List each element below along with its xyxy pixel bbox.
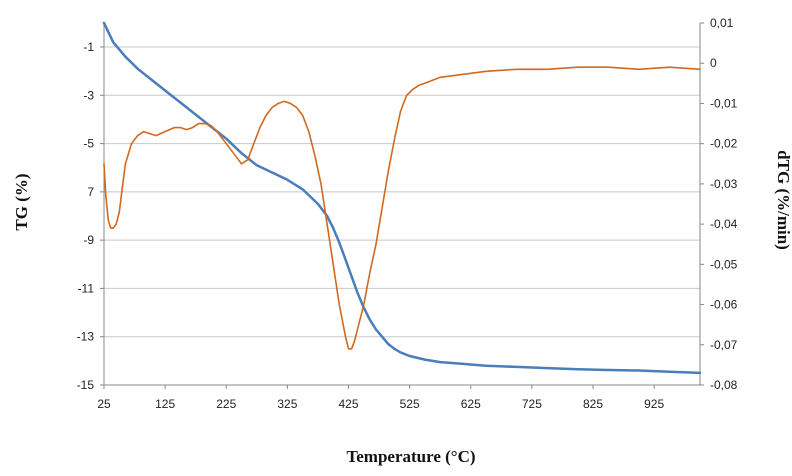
y-left-tick-label-0: -1: [83, 40, 94, 54]
y-left-tick-label-7: -15: [77, 378, 95, 392]
x-tick-label-1: 125: [155, 397, 175, 411]
y-left-axis-title: TG (%): [12, 173, 31, 230]
y-right-tick-label-7: -0,06: [710, 298, 738, 312]
x-tick-label-9: 925: [644, 397, 664, 411]
x-tick-label-5: 525: [400, 397, 420, 411]
y-right-tick-label-6: -0,05: [710, 257, 738, 271]
x-tick-label-4: 425: [338, 397, 358, 411]
y-left-tick-label-5: -11: [78, 281, 95, 295]
x-tick-label-8: 825: [583, 397, 603, 411]
dtg-series-line: [103, 66, 701, 350]
tick-labels: 25 125 225 325 425 525 625 725 825 925 -1 -3 -5 7 -9 -1…: [77, 16, 738, 411]
y-right-tick-label-0: 0,01: [710, 16, 734, 30]
y-right-tick-label-1: 0: [710, 56, 717, 70]
x-tick-label-0: 25: [97, 397, 111, 411]
x-tick-label-6: 625: [461, 397, 481, 411]
data-series: [102, 21, 702, 375]
y-right-axis-title: dTG (%/min): [774, 150, 792, 250]
y-right-tick-label-3: -0,02: [710, 137, 738, 151]
x-tick-label-2: 225: [216, 397, 236, 411]
y-right-tick-label-8: -0,07: [710, 338, 738, 352]
x-tick-label-3: 325: [277, 397, 297, 411]
x-tick-label-7: 725: [522, 397, 542, 411]
y-left-tick-label-2: -5: [83, 137, 94, 151]
y-right-tick-label-2: -0,01: [710, 96, 738, 110]
tg-series-line: [102, 21, 702, 375]
y-left-tick-label-1: -3: [83, 88, 94, 102]
y-right-tick-label-5: -0,04: [710, 217, 738, 231]
grid-lines: [104, 46, 700, 386]
axes: [100, 22, 704, 389]
x-axis-title: Temperature (°C): [346, 447, 475, 466]
y-left-tick-label-6: -13: [77, 330, 95, 344]
y-left-tick-label-4: -9: [83, 233, 94, 247]
y-left-tick-label-3: 7: [87, 185, 94, 199]
y-right-tick-label-9: -0,08: [710, 378, 738, 392]
y-right-tick-label-4: -0,03: [710, 177, 738, 191]
